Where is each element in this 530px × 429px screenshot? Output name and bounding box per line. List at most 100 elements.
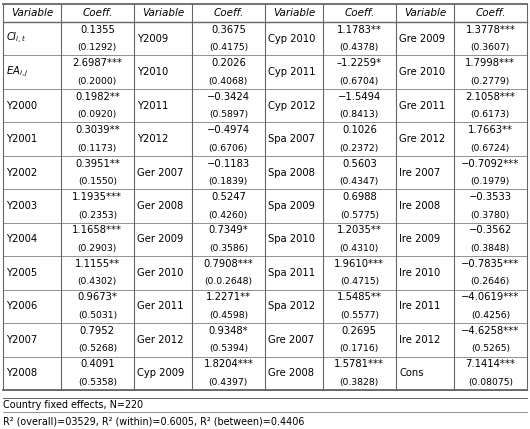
Text: −0.7835***: −0.7835*** (461, 259, 519, 269)
Text: Cyp 2009: Cyp 2009 (137, 368, 184, 378)
Text: (0.2903): (0.2903) (78, 244, 117, 253)
Text: (0.2779): (0.2779) (471, 77, 510, 86)
Text: (0.5358): (0.5358) (78, 378, 117, 387)
Text: Y2006: Y2006 (6, 301, 37, 311)
Text: (0.6724): (0.6724) (471, 144, 510, 153)
Text: 1.9610***: 1.9610*** (334, 259, 384, 269)
Text: Y2004: Y2004 (6, 235, 37, 245)
Text: (0.4378): (0.4378) (340, 43, 379, 52)
Text: (0.6173): (0.6173) (471, 110, 510, 119)
Text: (0.4302): (0.4302) (78, 278, 117, 287)
Text: Coeff.: Coeff. (213, 8, 243, 18)
Text: (0.3828): (0.3828) (340, 378, 379, 387)
Text: Gre 2011: Gre 2011 (399, 101, 445, 111)
Text: Gre 2009: Gre 2009 (399, 34, 445, 44)
Text: (0.1839): (0.1839) (209, 177, 248, 186)
Text: (0.5265): (0.5265) (471, 344, 510, 353)
Text: 0.7952: 0.7952 (80, 326, 115, 336)
Text: 2.1058***: 2.1058*** (465, 92, 515, 102)
Text: (0.3586): (0.3586) (209, 244, 248, 253)
Text: 0.7349*: 0.7349* (208, 225, 248, 236)
Text: −0.3533: −0.3533 (469, 192, 512, 202)
Text: (0.4068): (0.4068) (209, 77, 248, 86)
Text: −0.4974: −0.4974 (207, 125, 250, 135)
Text: Spa 2012: Spa 2012 (268, 301, 315, 311)
Text: (0.3607): (0.3607) (471, 43, 510, 52)
Text: 1.1935***: 1.1935*** (72, 192, 122, 202)
Text: R² (overall)=03529, R² (within)=0.6005, R² (between)=0.4406: R² (overall)=03529, R² (within)=0.6005, … (3, 417, 304, 427)
Text: (0.5268): (0.5268) (78, 344, 117, 353)
Text: $CI_{i,t}$: $CI_{i,t}$ (6, 31, 27, 46)
Text: Gre 2007: Gre 2007 (268, 335, 314, 345)
Text: 0.2026: 0.2026 (211, 58, 246, 68)
Text: Gre 2008: Gre 2008 (268, 368, 314, 378)
Text: 1.1658***: 1.1658*** (72, 225, 122, 236)
Text: Spa 2011: Spa 2011 (268, 268, 315, 278)
Text: (0.4347): (0.4347) (340, 177, 379, 186)
Text: 2.6987***: 2.6987*** (72, 58, 122, 68)
Text: Y2012: Y2012 (137, 134, 169, 144)
Text: 1.8204***: 1.8204*** (204, 359, 253, 369)
Text: 0.6988: 0.6988 (342, 192, 377, 202)
Text: Spa 2008: Spa 2008 (268, 168, 315, 178)
Text: Ire 2007: Ire 2007 (399, 168, 440, 178)
Text: 0.7908***: 0.7908*** (204, 259, 253, 269)
Text: 1.1155**: 1.1155** (75, 259, 120, 269)
Text: (0.4715): (0.4715) (340, 278, 379, 287)
Text: (0.3848): (0.3848) (471, 244, 510, 253)
Text: (0.0.2648): (0.0.2648) (205, 278, 252, 287)
Text: Variable: Variable (142, 8, 184, 18)
Text: (0.2646): (0.2646) (471, 278, 510, 287)
Text: 1.2035**: 1.2035** (337, 225, 382, 236)
Text: Country fixed effects, N=220: Country fixed effects, N=220 (3, 400, 143, 410)
Text: (0.5897): (0.5897) (209, 110, 248, 119)
Text: 0.1982**: 0.1982** (75, 92, 120, 102)
Text: Gre 2010: Gre 2010 (399, 67, 445, 77)
Text: Gre 2012: Gre 2012 (399, 134, 445, 144)
Text: (0.5577): (0.5577) (340, 311, 379, 320)
Text: Y2007: Y2007 (6, 335, 37, 345)
Text: Cyp 2011: Cyp 2011 (268, 67, 315, 77)
Text: 0.1026: 0.1026 (342, 125, 377, 135)
Text: (0.2000): (0.2000) (78, 77, 117, 86)
Text: 0.3039**: 0.3039** (75, 125, 120, 135)
Text: −4.6258***: −4.6258*** (461, 326, 519, 336)
Text: Ire 2008: Ire 2008 (399, 201, 440, 211)
Text: (0.4256): (0.4256) (471, 311, 510, 320)
Text: (0.5031): (0.5031) (78, 311, 117, 320)
Text: (0.6704): (0.6704) (340, 77, 379, 86)
Text: 1.7663**: 1.7663** (468, 125, 513, 135)
Text: (0.1716): (0.1716) (340, 344, 379, 353)
Text: 1.2271**: 1.2271** (206, 292, 251, 302)
Text: Ire 2009: Ire 2009 (399, 235, 440, 245)
Text: (0.4397): (0.4397) (209, 378, 248, 387)
Text: Variable: Variable (273, 8, 315, 18)
Text: (0.1173): (0.1173) (78, 144, 117, 153)
Text: (0.2353): (0.2353) (78, 211, 117, 220)
Text: (0.08075): (0.08075) (468, 378, 513, 387)
Text: 0.2695: 0.2695 (342, 326, 377, 336)
Text: Coeff.: Coeff. (344, 8, 375, 18)
Text: Ger 2011: Ger 2011 (137, 301, 183, 311)
Text: Y2008: Y2008 (6, 368, 37, 378)
Text: Y2009: Y2009 (137, 34, 168, 44)
Text: −4.0619***: −4.0619*** (461, 292, 519, 302)
Text: Y2002: Y2002 (6, 168, 37, 178)
Text: $EA_{i,j}$: $EA_{i,j}$ (6, 65, 29, 79)
Text: 0.9673*: 0.9673* (77, 292, 117, 302)
Text: Ger 2007: Ger 2007 (137, 168, 183, 178)
Text: (0.1550): (0.1550) (78, 177, 117, 186)
Text: 1.3778***: 1.3778*** (465, 25, 515, 35)
Text: 0.1355: 0.1355 (80, 25, 115, 35)
Text: Cyp 2010: Cyp 2010 (268, 34, 315, 44)
Text: (0.4260): (0.4260) (209, 211, 248, 220)
Text: Ger 2009: Ger 2009 (137, 235, 183, 245)
Text: Ger 2012: Ger 2012 (137, 335, 183, 345)
Text: 0.9348*: 0.9348* (208, 326, 248, 336)
Text: Y2011: Y2011 (137, 101, 169, 111)
Text: −0.3562: −0.3562 (469, 225, 512, 236)
Text: 1.7998***: 1.7998*** (465, 58, 515, 68)
Text: 1.5485**: 1.5485** (337, 292, 382, 302)
Text: 0.3675: 0.3675 (211, 25, 246, 35)
Text: Coeff.: Coeff. (475, 8, 506, 18)
